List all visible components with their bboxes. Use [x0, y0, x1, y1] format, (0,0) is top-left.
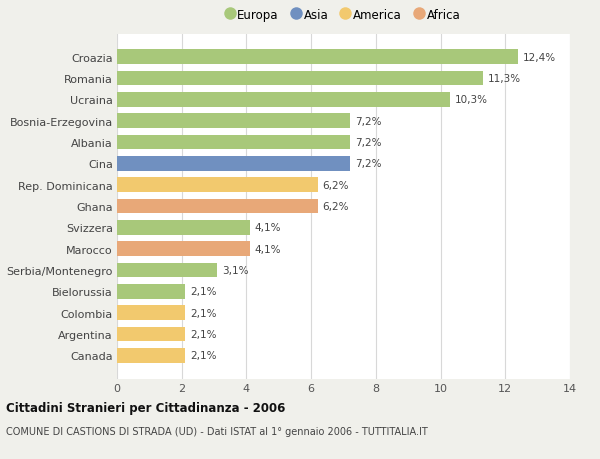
Bar [117, 114, 350, 129]
Text: 12,4%: 12,4% [523, 52, 556, 62]
Bar [117, 306, 185, 320]
Bar [117, 220, 250, 235]
Text: 10,3%: 10,3% [455, 95, 488, 105]
Text: 7,2%: 7,2% [355, 159, 382, 169]
Bar [117, 50, 518, 65]
Text: 6,2%: 6,2% [322, 202, 349, 212]
Text: 4,1%: 4,1% [254, 223, 281, 233]
Text: 2,1%: 2,1% [190, 351, 217, 361]
Legend: Europa, Asia, America, Africa: Europa, Asia, America, Africa [227, 9, 460, 22]
Bar [117, 327, 185, 342]
Text: Cittadini Stranieri per Cittadinanza - 2006: Cittadini Stranieri per Cittadinanza - 2… [6, 401, 286, 414]
Bar [117, 71, 482, 86]
Text: 6,2%: 6,2% [322, 180, 349, 190]
Bar [117, 242, 250, 257]
Text: 4,1%: 4,1% [254, 244, 281, 254]
Text: 2,1%: 2,1% [190, 329, 217, 339]
Bar [117, 199, 317, 214]
Bar [117, 263, 217, 278]
Bar [117, 135, 350, 150]
Text: 3,1%: 3,1% [222, 265, 248, 275]
Bar [117, 348, 185, 363]
Text: 7,2%: 7,2% [355, 117, 382, 126]
Bar [117, 93, 450, 107]
Text: 7,2%: 7,2% [355, 138, 382, 148]
Bar [117, 284, 185, 299]
Text: 2,1%: 2,1% [190, 287, 217, 297]
Text: 11,3%: 11,3% [487, 74, 521, 84]
Text: 2,1%: 2,1% [190, 308, 217, 318]
Text: COMUNE DI CASTIONS DI STRADA (UD) - Dati ISTAT al 1° gennaio 2006 - TUTTITALIA.I: COMUNE DI CASTIONS DI STRADA (UD) - Dati… [6, 426, 428, 436]
Bar [117, 178, 317, 193]
Bar [117, 157, 350, 171]
